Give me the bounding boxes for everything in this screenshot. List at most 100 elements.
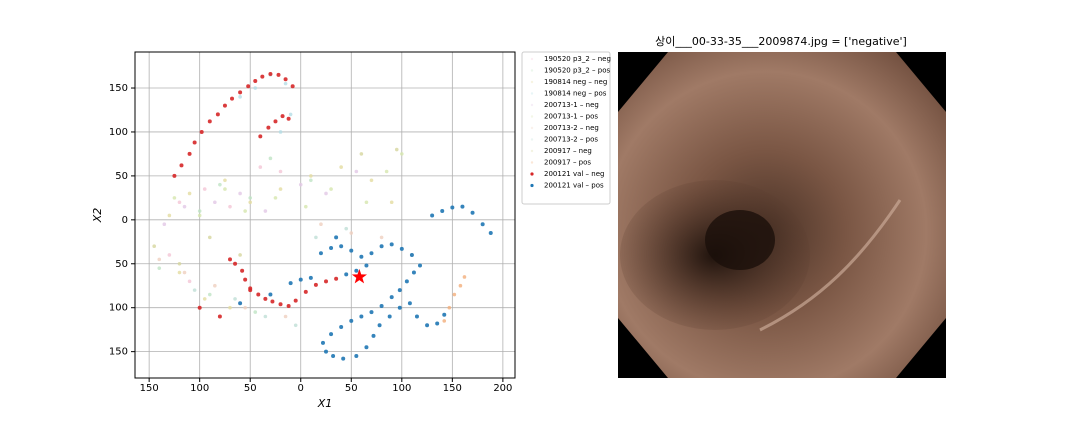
point [218, 182, 222, 187]
point [324, 349, 329, 354]
point [288, 112, 293, 117]
image-title: 상이___00-33-35___2009874.jpg = ['negative… [655, 35, 907, 48]
legend-marker [530, 103, 534, 107]
point [318, 251, 323, 256]
legend-label: 200917 – neg [544, 147, 592, 155]
point [397, 288, 402, 293]
legend-label: 190814 neg – pos [544, 90, 607, 98]
x-tick-label: 50 [244, 383, 257, 394]
point [389, 200, 394, 205]
point [334, 235, 339, 240]
point [197, 305, 202, 310]
point [430, 213, 435, 218]
legend-label: 200121 val – neg [544, 170, 604, 178]
point [404, 279, 409, 284]
point [369, 310, 374, 315]
point [349, 231, 354, 235]
point [273, 196, 278, 200]
point [238, 253, 242, 257]
y-axis-label: X2 [91, 208, 104, 224]
x-tick-label: 200 [493, 383, 512, 394]
point [215, 112, 220, 117]
point [389, 295, 394, 300]
x-tick-label: 100 [392, 383, 411, 394]
legend-box [521, 51, 611, 205]
point [462, 275, 467, 279]
point [447, 305, 452, 310]
highlight-star [351, 268, 367, 284]
plot-area [135, 52, 515, 378]
point [278, 169, 283, 174]
point [329, 187, 333, 191]
point [192, 288, 197, 292]
point [409, 252, 414, 257]
point [213, 283, 217, 288]
x-tick-label: 0 [298, 383, 304, 394]
point [253, 78, 258, 83]
point [359, 314, 364, 319]
point [157, 266, 162, 270]
point [418, 263, 422, 268]
point [172, 196, 177, 200]
point [202, 187, 207, 191]
point [369, 178, 374, 183]
y-tick-label: 50 [115, 259, 128, 270]
point [369, 251, 374, 256]
legend-marker [530, 183, 534, 188]
point [384, 169, 389, 174]
legend-label: 200713-1 – neg [544, 101, 599, 109]
point [238, 191, 242, 196]
legend-marker [530, 172, 534, 176]
x-tick-label: 150 [443, 383, 462, 394]
point [197, 213, 202, 218]
point [278, 187, 283, 191]
point [377, 323, 382, 328]
legend-label: 200713-1 – pos [544, 113, 598, 121]
point [283, 77, 288, 82]
legend-marker [530, 161, 534, 164]
point [309, 174, 313, 178]
point [273, 119, 278, 124]
point [248, 200, 253, 205]
legend-marker [530, 115, 534, 118]
point [280, 114, 285, 119]
point [379, 244, 384, 249]
point [258, 134, 263, 139]
point [359, 152, 364, 156]
point [399, 246, 404, 251]
point [172, 173, 177, 178]
legend-marker [530, 126, 534, 130]
point [339, 325, 344, 330]
point [298, 182, 303, 187]
point [313, 282, 318, 287]
point [238, 90, 243, 95]
point [339, 244, 344, 249]
point [354, 354, 359, 359]
point [228, 305, 232, 310]
point [293, 298, 298, 303]
legend-label: 200121 val – pos [544, 182, 604, 190]
point [387, 314, 392, 319]
point [371, 333, 376, 338]
point [379, 303, 384, 308]
point [339, 165, 343, 169]
point [324, 191, 328, 196]
point [152, 244, 157, 248]
point [349, 318, 354, 323]
legend-marker [530, 149, 534, 153]
point [331, 354, 336, 359]
point [354, 169, 359, 174]
point [266, 125, 271, 130]
image-panel: 상이___00-33-35___2009874.jpg = ['negative… [618, 35, 946, 378]
point [278, 130, 283, 134]
point [364, 200, 369, 205]
point [256, 292, 261, 297]
point [308, 275, 313, 280]
point [187, 151, 192, 156]
fold [759, 199, 902, 332]
point [314, 235, 318, 240]
legend-label: 200917 – pos [544, 159, 591, 167]
y-tick-label: 0 [122, 215, 128, 226]
point [397, 305, 402, 310]
point [228, 257, 232, 262]
